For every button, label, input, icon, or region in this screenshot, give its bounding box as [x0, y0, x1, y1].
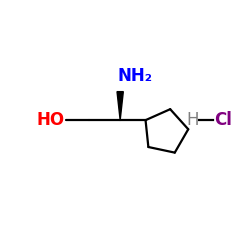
- Text: Cl: Cl: [214, 111, 232, 129]
- Text: H: H: [186, 111, 199, 129]
- Polygon shape: [117, 92, 123, 120]
- Text: HO: HO: [36, 111, 64, 129]
- Text: NH₂: NH₂: [118, 67, 153, 85]
